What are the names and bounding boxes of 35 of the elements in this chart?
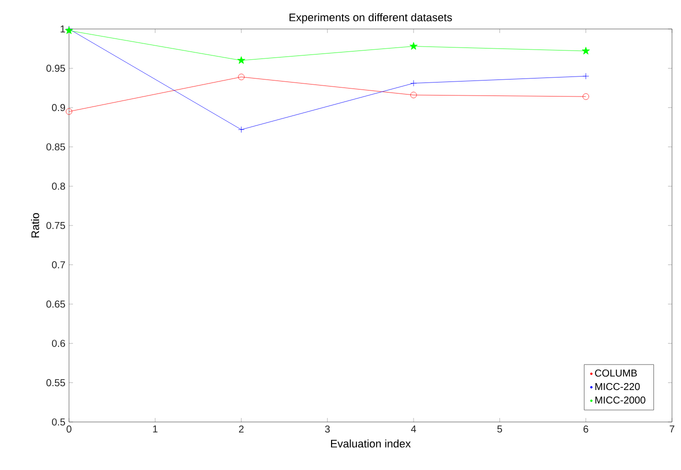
x-tick-label: 7	[670, 426, 674, 432]
legend-label: COLUMB	[595, 370, 637, 377]
legend-label: MICC-2000	[595, 396, 646, 404]
y-tick-label: 0.7	[52, 261, 65, 268]
x-axis-title: Evaluation index	[331, 439, 411, 448]
point	[238, 126, 244, 133]
y-tick-label: 0.85	[46, 143, 66, 150]
point	[66, 108, 72, 115]
point	[410, 80, 417, 86]
point	[410, 42, 418, 50]
point	[582, 72, 590, 80]
point	[238, 74, 244, 80]
x-tick-label: 2	[239, 426, 244, 432]
y-tick-label: 0.75	[46, 222, 66, 230]
x-tick-label: 5	[497, 426, 502, 432]
y-axis-title: Ratio	[31, 213, 40, 238]
y-tick-label: 0.55	[46, 379, 66, 386]
point	[237, 56, 246, 64]
x-tick-label: 1	[153, 426, 158, 432]
y-tick-label: 1	[60, 26, 65, 32]
x-tick-label: 4	[411, 426, 416, 432]
y-tick-label: 0.8	[52, 182, 66, 190]
point	[410, 92, 417, 98]
x-tick-label: 3	[325, 426, 330, 433]
point	[582, 46, 590, 54]
y-tick-label: 0.65	[46, 300, 66, 308]
chart-title: Experiments on different datasets	[290, 13, 452, 24]
y-tick-label: 0.9	[52, 104, 66, 112]
x-tick-label: 6	[584, 426, 588, 433]
y-tick-label: 0.5	[52, 418, 66, 426]
x-tick-label: 0	[66, 426, 72, 433]
legend-label: MICC-220	[595, 383, 640, 390]
point	[582, 93, 590, 100]
y-tick-label: 0.6	[52, 340, 66, 347]
y-tick-label: 0.95	[46, 64, 66, 72]
